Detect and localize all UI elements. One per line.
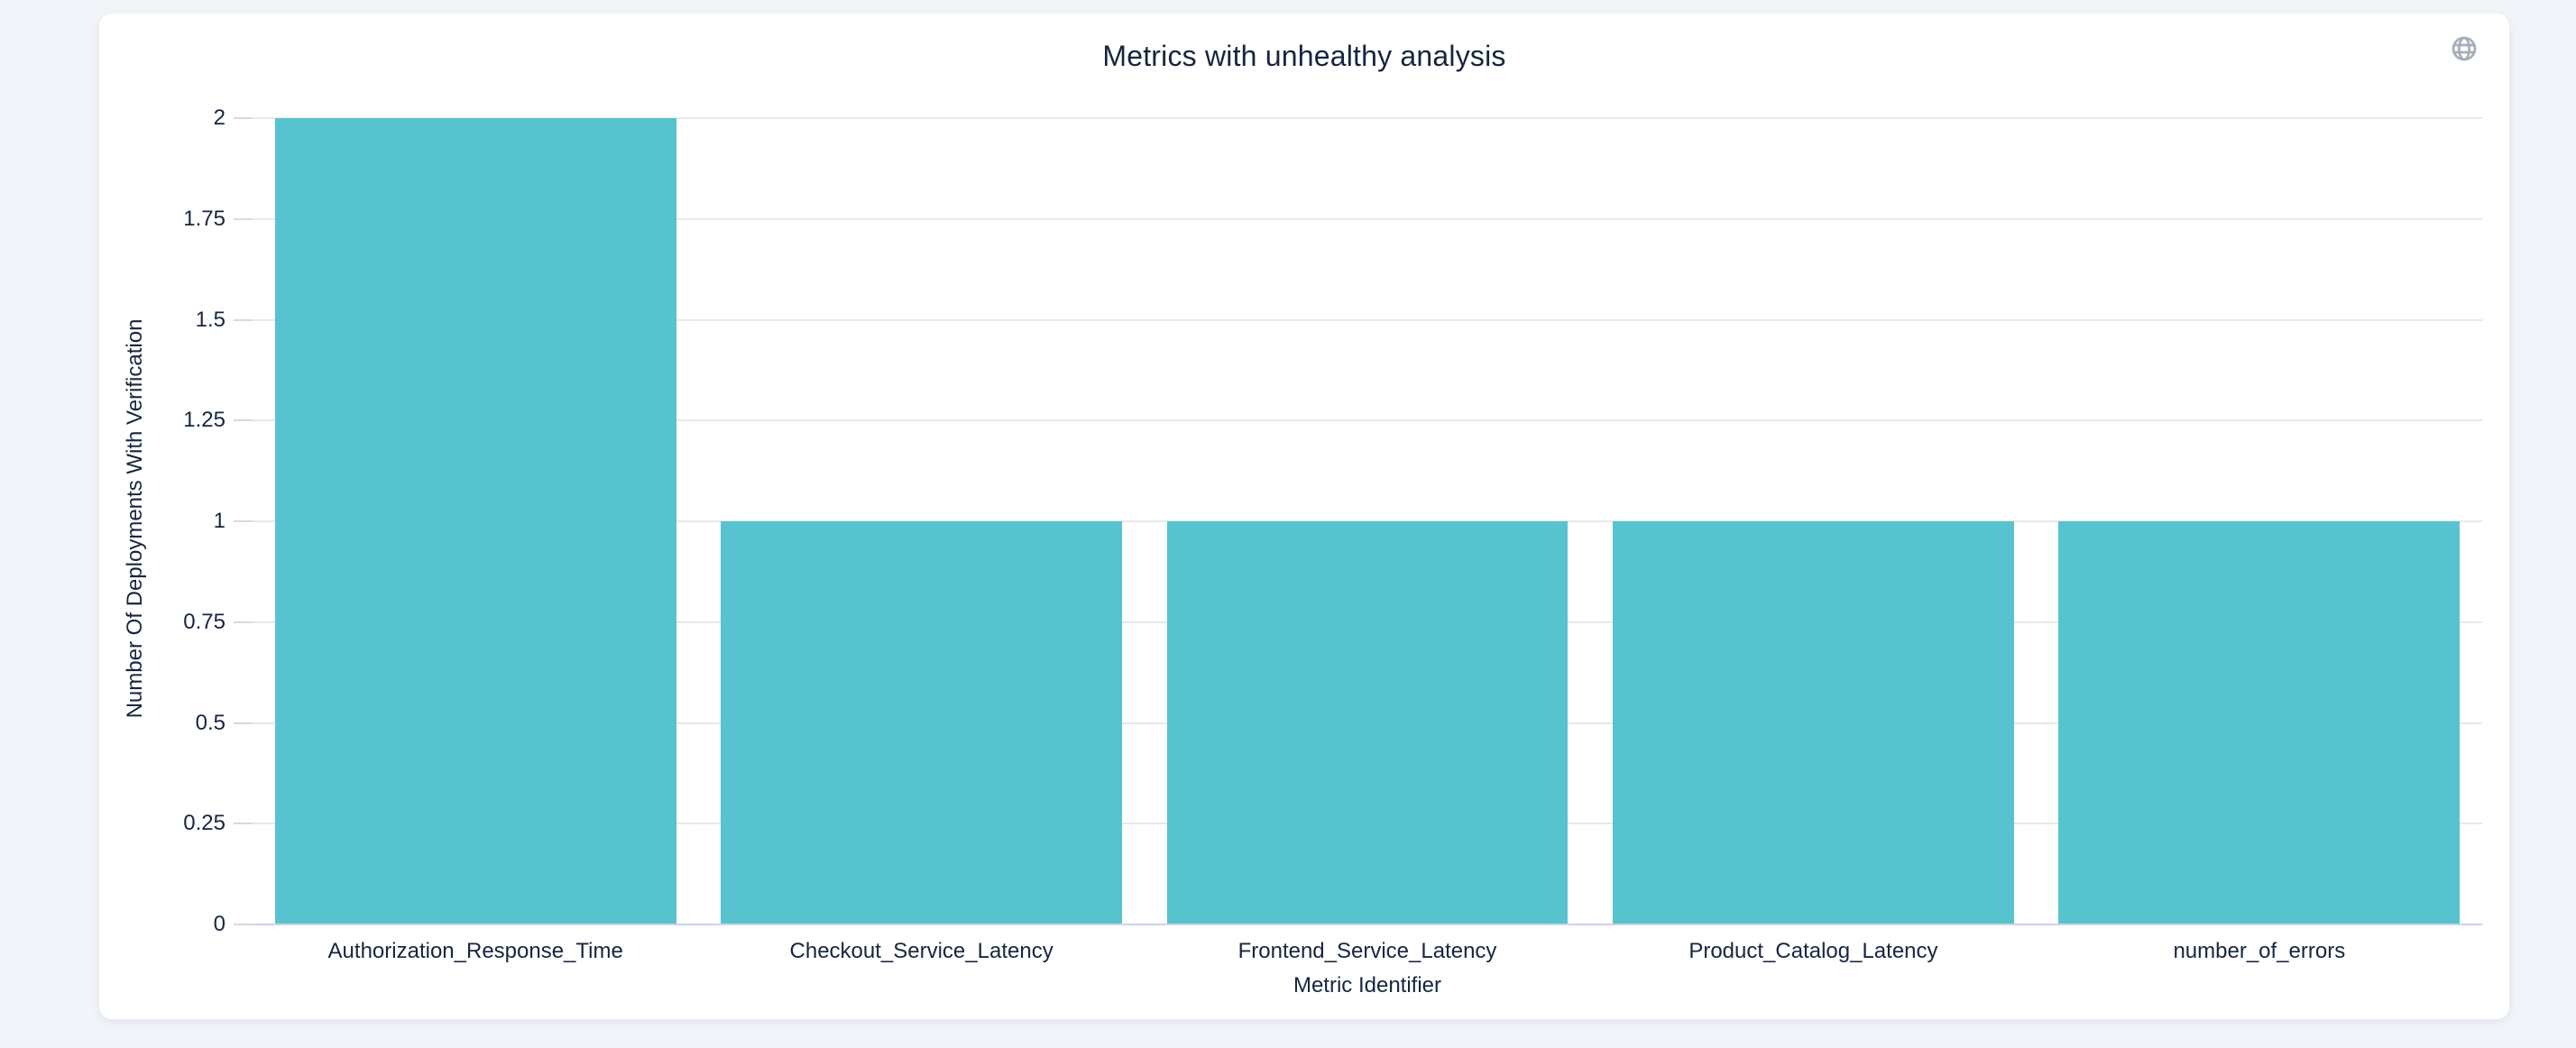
x-tick-label: Authorization_Response_Time	[327, 939, 623, 963]
bar-cell	[698, 118, 1144, 924]
bar-Product_Catalog_Latency[interactable]	[1612, 521, 2014, 924]
y-axis-tick	[234, 217, 253, 220]
y-axis-tick	[234, 117, 253, 119]
y-tick-label: 0.25	[183, 811, 225, 836]
bar-Frontend_Service_Latency[interactable]	[1166, 521, 1569, 924]
bar-number_of_errors[interactable]	[2058, 521, 2461, 924]
globe-icon	[2450, 34, 2479, 63]
x-axis-line	[253, 924, 2482, 925]
x-axis-title: Metric Identifier	[1293, 973, 1442, 997]
bar-Checkout_Service_Latency[interactable]	[721, 521, 1123, 924]
y-tick-label: 1.25	[183, 408, 225, 433]
bars-row	[253, 118, 2482, 924]
bar-cell	[253, 118, 698, 924]
y-tick-label: 1.75	[183, 206, 225, 231]
x-tick-label: Checkout_Service_Latency	[789, 939, 1053, 963]
y-tick-label: 1.5	[195, 307, 225, 332]
y-tick-label: 0.75	[183, 609, 225, 634]
y-tick-label: 1	[213, 509, 225, 533]
y-axis-tick	[234, 823, 253, 825]
x-tick-label: number_of_errors	[2173, 939, 2346, 963]
y-axis-tick	[234, 722, 253, 724]
chart-card: Metrics with unhealthy analysis Number O…	[99, 14, 2509, 1019]
y-tick-label: 2	[213, 106, 225, 130]
bar-cell	[2037, 118, 2482, 924]
x-tick-label: Frontend_Service_Latency	[1237, 939, 1497, 963]
chart-title: Metrics with unhealthy analysis	[1102, 40, 1506, 72]
y-axis-tick	[234, 520, 253, 522]
x-labels-row: Authorization_Response_Time Checkout_Serv…	[253, 939, 2482, 964]
y-axis-tick	[234, 318, 253, 321]
y-axis-tick	[234, 419, 253, 422]
gridline	[253, 318, 2482, 321]
bar-Authorization_Response_Time[interactable]	[274, 118, 676, 924]
gridline	[253, 217, 2482, 220]
x-tick-label: Product_Catalog_Latency	[1688, 939, 1938, 963]
plot-area: Authorization_Response_Time Checkout_Serv…	[183, 106, 2482, 997]
gridline	[253, 117, 2482, 119]
bar-cell	[1590, 118, 2036, 924]
bar-cell	[1145, 118, 1590, 924]
y-axis-tick	[234, 924, 253, 925]
gridline	[253, 419, 2482, 422]
y-axis-tick	[234, 621, 253, 623]
y-tick-label: 0	[213, 912, 225, 936]
y-tick-label: 0.5	[195, 710, 225, 735]
